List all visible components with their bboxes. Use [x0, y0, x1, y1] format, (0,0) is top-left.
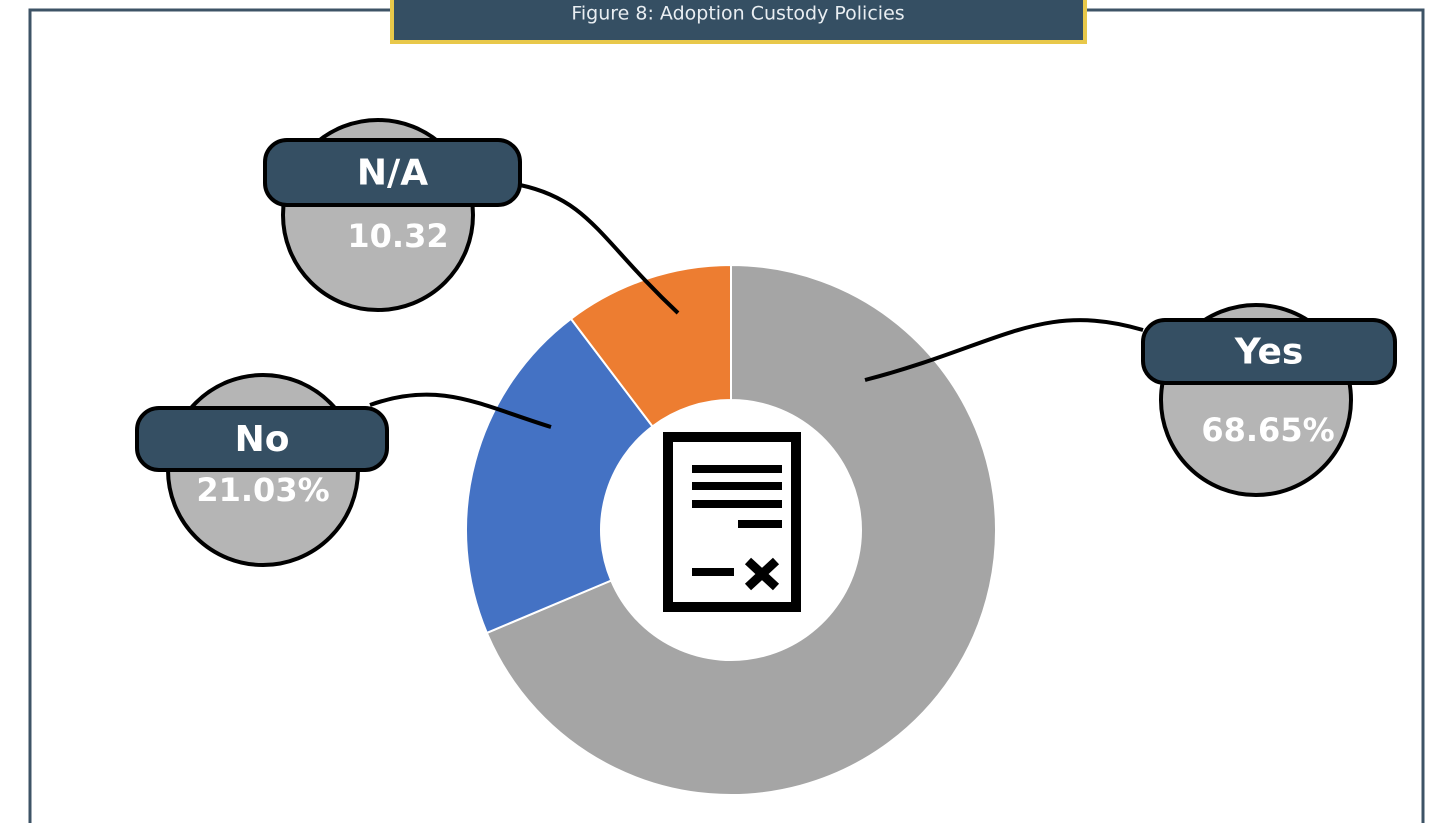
value-label: 10.32 [347, 217, 448, 255]
callout-label-box [135, 406, 389, 472]
callouts: Yes 68.65% No 21.03% N/A 10.32 [135, 118, 1397, 567]
slice [569, 263, 732, 428]
donut [465, 263, 997, 796]
callout-label-box [1141, 318, 1397, 385]
leader-line [369, 392, 552, 429]
category-label: N/A [357, 153, 428, 194]
leader-line [864, 318, 1144, 382]
chart-title: Figure 8: Adoption Custody Policies [571, 3, 904, 25]
frame [28, 8, 1425, 823]
callout-label-box [263, 138, 522, 207]
category-label: Yes [1234, 332, 1304, 373]
title-box [390, 0, 1087, 44]
category-label: No [235, 419, 290, 460]
leader-line [519, 183, 680, 315]
value-label: 21.03% [196, 471, 329, 509]
slice [485, 263, 997, 796]
center-icon [663, 432, 801, 612]
value-label: 68.65% [1201, 411, 1334, 449]
slice [465, 317, 654, 635]
